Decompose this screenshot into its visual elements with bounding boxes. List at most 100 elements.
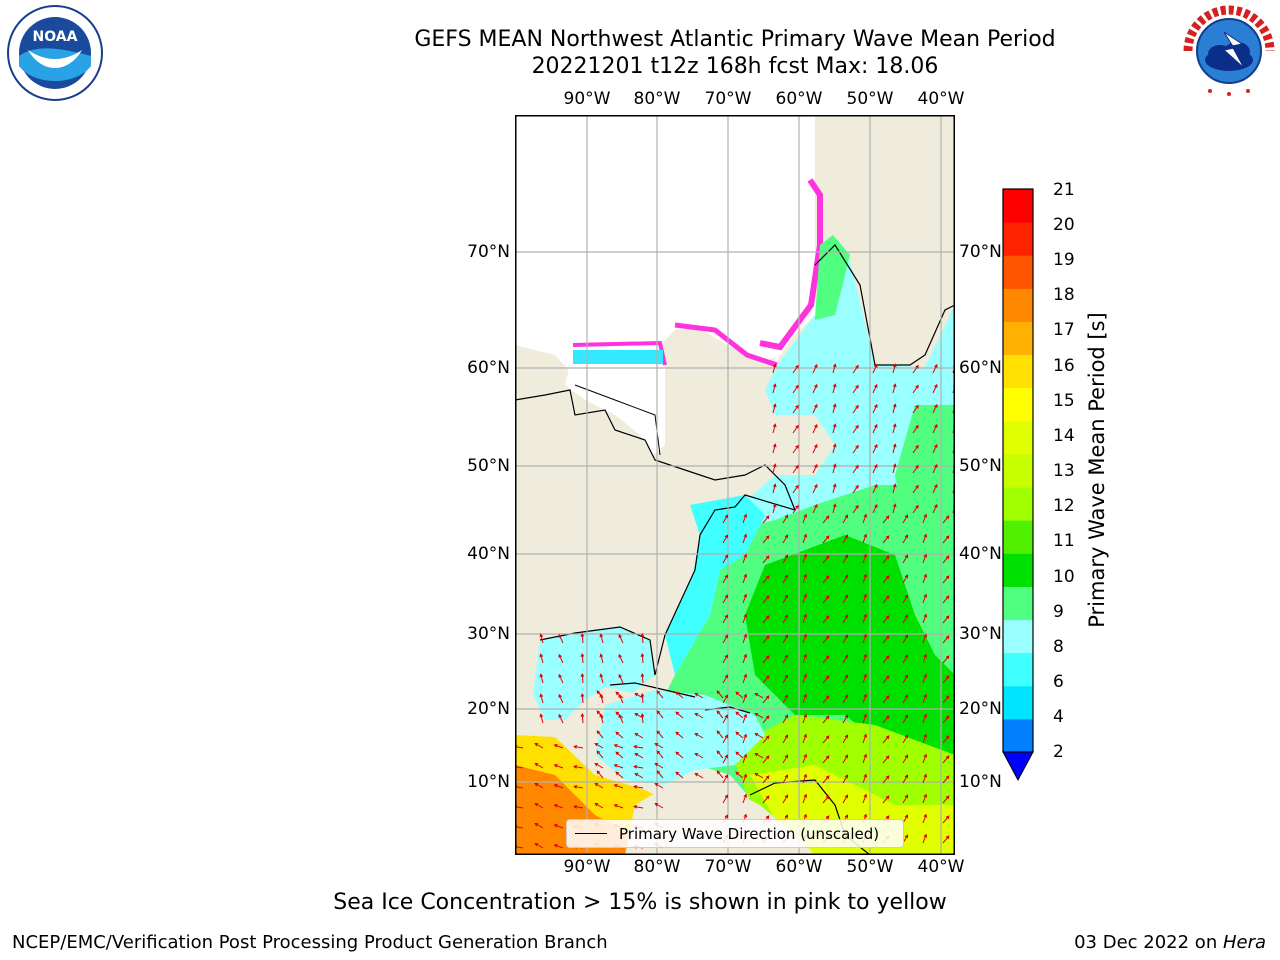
wave-direction-arrow [802,753,808,764]
wave-direction-arrow [932,483,938,494]
wave-direction-arrow [922,653,928,664]
wave-direction-arrow [754,712,764,719]
wave-direction-arrow [594,802,604,809]
colorbar-tick: 8 [1053,637,1064,657]
colorbar-tick: 21 [1053,180,1075,200]
wave-direction-arrow [822,515,830,524]
wave-direction-arrow [675,731,684,739]
wave-direction-arrow [852,444,859,454]
wave-direction-arrow [553,803,564,809]
wave-direction-arrow [742,793,748,804]
wave-direction-arrow [822,675,830,684]
wave-direction-arrow [792,384,799,394]
wave-direction-arrow [822,775,830,784]
wave-direction-arrow [735,691,744,699]
wave-direction-arrow [694,692,704,699]
nws-logo [1182,4,1276,98]
legend-line-swatch [575,833,607,834]
wave-direction-arrow [656,730,664,739]
wave-direction-arrow [613,803,624,809]
wave-direction-arrow [580,672,585,684]
wave-direction-arrow [782,794,789,804]
wave-direction-arrow [842,614,849,624]
wave-direction-arrow [558,673,564,684]
lat-tick-left: 70°N [467,242,510,262]
wave-direction-arrow [832,443,837,454]
colorbar-tick: 4 [1053,707,1064,727]
wave-direction-arrow [902,634,909,644]
wave-direction-arrow [902,534,909,544]
wave-direction-arrow [922,753,928,764]
wave-direction-arrow [675,711,684,719]
wave-direction-arrow [782,694,789,704]
lon-tick-top: 60°W [775,89,823,109]
wave-direction-arrow [862,713,868,724]
wave-direction-arrow [902,714,909,724]
wave-direction-arrow [722,674,729,684]
wave-period-map [515,115,955,855]
wave-direction-arrow [862,733,868,744]
wave-direction-arrow [922,533,928,544]
wave-direction-arrow [656,710,664,719]
wave-direction-arrow [912,384,919,394]
wave-direction-arrow [922,813,928,824]
wave-direction-arrow [882,675,890,684]
lat-tick-right: 30°N [959,624,1002,644]
lon-tick-bottom: 60°W [775,857,823,877]
wave-direction-arrow [862,553,868,564]
wave-direction-arrow [942,595,950,604]
wave-direction-arrow [862,773,868,784]
wave-direction-arrow [912,404,919,414]
wave-direction-arrow [754,692,764,699]
wave-direction-arrow [812,403,818,414]
map-legend: Primary Wave Direction (unscaled) [566,819,904,848]
north-america-coastline [515,389,797,676]
wave-direction-arrow [842,514,849,524]
wave-direction-arrow [618,633,624,644]
wave-direction-arrow [852,424,859,434]
wave-direction-arrow [802,573,808,584]
wave-direction-arrow [633,745,644,749]
wave-direction-arrow [615,711,624,719]
wave-direction-arrow [640,672,645,684]
wave-direction-arrow [654,742,664,749]
wave-direction-arrow [882,535,890,544]
wave-direction-arrow [580,712,585,724]
wave-direction-arrow [892,403,897,414]
wave-direction-arrow [802,693,808,704]
wave-direction-arrow [852,404,859,414]
wave-direction-arrow [842,554,849,564]
colorbar-band [1003,718,1033,753]
wave-direction-arrow [742,693,748,704]
wave-direction-arrow [762,775,770,784]
wave-direction-arrow [812,503,818,514]
colorbar-band [1003,420,1033,455]
wave-direction-arrow [862,653,868,664]
wave-direction-arrow [792,504,799,514]
wave-direction-arrow [842,714,849,724]
wave-direction-arrow [872,503,878,514]
wave-direction-arrow [782,534,789,544]
wave-direction-arrow [782,654,789,664]
wave-direction-arrow [892,423,897,434]
wave-direction-arrow [596,750,604,759]
wave-direction-arrow [694,752,704,759]
wave-direction-arrow [675,771,684,779]
wave-direction-arrow [862,613,868,624]
lon-tick-bottom: 80°W [633,857,681,877]
wave-direction-arrow [872,423,878,434]
wave-direction-arrow [772,423,777,434]
sea-ice-edge-greenland [759,178,823,351]
wave-direction-arrow [722,594,729,604]
lon-tick-top: 80°W [633,89,681,109]
wave-direction-arrow [872,463,878,474]
colorbar-tick: 19 [1053,250,1075,270]
wave-direction-arrow [922,673,928,684]
hudson-bay [565,365,665,455]
wave-direction-arrow [534,822,544,829]
wave-direction-arrow [742,593,748,604]
wave-direction-arrow [802,673,808,684]
wave-direction-arrow [822,555,830,564]
lat-tick-right: 60°N [959,358,1002,378]
graticule [515,115,955,855]
